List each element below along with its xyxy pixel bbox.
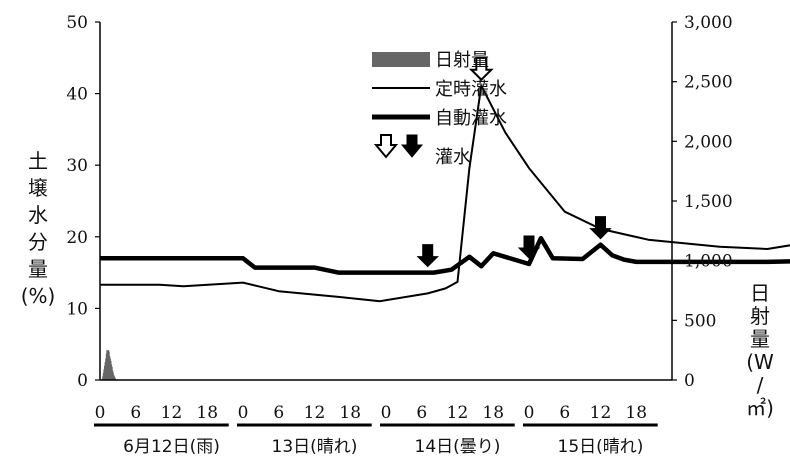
- legend-open-arrow-icon: [373, 134, 399, 159]
- solar-radiation-bars: [101, 350, 117, 380]
- right-tick-label-2: 1,000: [684, 252, 733, 272]
- right-tick-label-1: 500: [684, 311, 716, 331]
- irrigation-markers: [416, 56, 612, 268]
- left-tick-label-1: 10: [66, 299, 88, 319]
- line-auto-irrigation: [100, 235, 790, 275]
- right-axis-label-5: ㎡): [746, 396, 774, 420]
- left-axis-label-0: 土: [28, 149, 48, 173]
- auto-irrigation-arrow-icon-0: [416, 244, 439, 268]
- left-tick-label-0: 0: [77, 371, 88, 391]
- right-tick-label-5: 2,500: [684, 73, 733, 93]
- left-axis-label-3: 分: [28, 230, 48, 254]
- left-tick-label-2: 20: [66, 228, 88, 248]
- left-tick-label-4: 40: [66, 85, 88, 105]
- day-label-0: 6月12日(雨): [123, 437, 220, 457]
- legend-label-irrigation: 灌水: [435, 147, 471, 168]
- hour-tick-2-0: 0: [381, 403, 392, 423]
- hour-tick-3-2: 12: [590, 403, 612, 423]
- legend-label-scheduled: 定時灌水: [435, 79, 507, 100]
- legend-swatch-solar: [372, 52, 430, 67]
- right-axis-label-3: (W: [746, 350, 774, 374]
- hour-tick-3-3: 18: [625, 403, 647, 423]
- left-axis-label-4: 量: [28, 257, 48, 281]
- line-scheduled-irrigation: [100, 84, 790, 303]
- hour-tick-2-1: 6: [416, 403, 427, 423]
- auto-irrigation-arrow-icon-1: [517, 235, 541, 259]
- left-axis-label-1: 壌: [28, 176, 48, 200]
- hour-tick-0-1: 6: [130, 403, 141, 423]
- hour-tick-1-2: 12: [304, 403, 326, 423]
- right-tick-label-4: 2,000: [684, 132, 733, 152]
- hour-tick-2-3: 18: [482, 403, 504, 423]
- day-label-1: 13日(晴れ): [272, 437, 358, 457]
- left-tick-label-5: 50: [66, 13, 88, 33]
- right-axis-label-4: /: [757, 373, 764, 397]
- hour-tick-0-3: 18: [196, 403, 218, 423]
- legend-label-auto: 自動灌水: [435, 108, 507, 129]
- moisture-lines: [100, 84, 790, 303]
- day-label-3: 15日(晴れ): [558, 437, 644, 457]
- axes: 0102030405005001,0001,5002,0002,5003,000…: [21, 13, 774, 457]
- hour-tick-3-1: 6: [559, 403, 570, 423]
- legend-solid-arrow-icon: [400, 134, 424, 158]
- hour-tick-1-3: 18: [339, 403, 361, 423]
- legend-label-solar: 日射量: [435, 50, 489, 71]
- right-tick-label-3: 1,500: [684, 192, 733, 212]
- left-axis-label-2: 水: [28, 203, 48, 227]
- hour-tick-0-0: 0: [95, 403, 106, 423]
- legend: 日射量 定時灌水 自動灌水 灌水: [372, 50, 507, 168]
- hour-tick-0-2: 12: [161, 403, 183, 423]
- right-tick-label-0: 0: [684, 371, 695, 391]
- left-tick-label-3: 30: [66, 156, 88, 176]
- hour-tick-1-0: 0: [238, 403, 249, 423]
- right-axis-label-0: 日: [750, 281, 770, 305]
- scheduled-irrigation-arrow-icon-0: [468, 56, 494, 82]
- day-label-2: 14日(曇り): [415, 437, 501, 457]
- hour-tick-3-0: 0: [524, 403, 535, 423]
- left-axis-label-5: (%): [21, 284, 56, 308]
- right-tick-label-6: 3,000: [684, 13, 733, 33]
- hour-tick-1-1: 6: [273, 403, 284, 423]
- right-axis-label-1: 射: [750, 304, 770, 328]
- auto-irrigation-arrow-icon-2: [589, 216, 612, 240]
- right-axis-label-2: 量: [750, 327, 770, 351]
- hour-tick-2-2: 12: [447, 403, 469, 423]
